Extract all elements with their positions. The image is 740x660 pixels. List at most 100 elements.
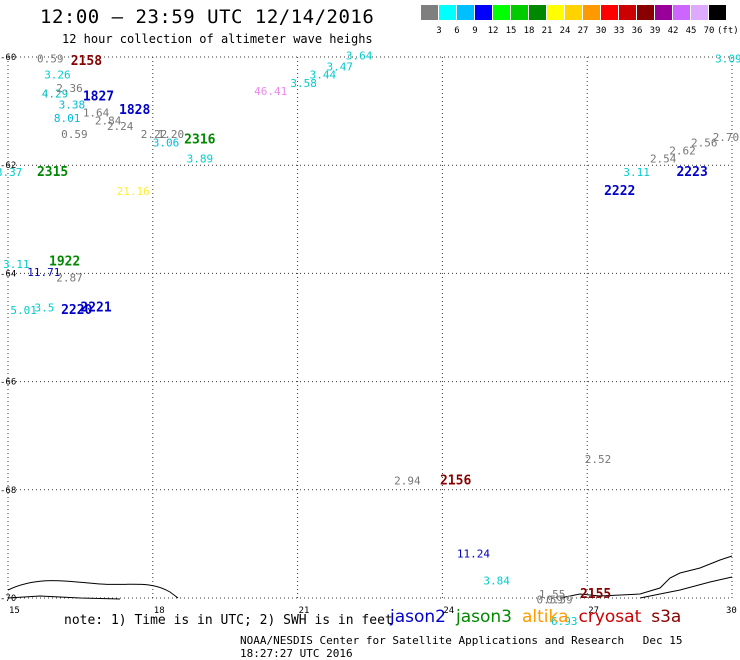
coastline-west bbox=[7, 580, 179, 599]
pass-time-label: 1828 bbox=[119, 103, 150, 118]
wave-height-label: 2.94 bbox=[394, 474, 421, 487]
wave-height-label: 8.01 bbox=[54, 112, 81, 125]
y-tick-label: -70 bbox=[0, 594, 16, 604]
wave-height-label: 3.11 bbox=[623, 166, 650, 179]
coastline-east-inner bbox=[639, 576, 733, 599]
wave-height-label: 1.55 bbox=[539, 588, 566, 601]
pass-time-label: 2316 bbox=[184, 133, 215, 148]
wave-height-label: 2.54 bbox=[650, 152, 677, 165]
satellite-legend: jason2 jason3 altika cryosat s3a bbox=[390, 607, 691, 627]
wave-height-label: 0.59 bbox=[61, 128, 88, 141]
legend-entry: jason2 bbox=[390, 607, 446, 627]
scale-label: 33 bbox=[613, 26, 625, 36]
scale-swatch bbox=[655, 5, 672, 20]
y-tick-label: -66 bbox=[0, 378, 16, 388]
scale-label: 39 bbox=[649, 26, 661, 36]
x-tick-label: 18 bbox=[154, 606, 165, 616]
legend-entry: s3a bbox=[651, 607, 682, 627]
pass-time-label: 2223 bbox=[676, 165, 707, 180]
coastline-east bbox=[559, 555, 733, 599]
scale-swatch bbox=[421, 5, 438, 20]
scale-swatch bbox=[673, 5, 690, 20]
data-labels: 0.59 3.26 4.292.36 3.388.01 1.642.842.24 0.59… bbox=[0, 50, 740, 628]
scale-swatch bbox=[565, 5, 582, 20]
scale-label: 15 bbox=[505, 26, 517, 36]
pass-time-label: 2221 bbox=[80, 300, 111, 315]
scale-label: 30 bbox=[595, 26, 607, 36]
y-tick-label: -60 bbox=[0, 53, 16, 63]
scale-swatch bbox=[511, 5, 528, 20]
legend-entry: cryosat bbox=[578, 607, 642, 627]
scale-label: 9 bbox=[472, 26, 478, 36]
scale-label: 70 bbox=[703, 26, 715, 36]
pass-time-label: 1922 bbox=[49, 254, 80, 269]
pass-time-label: 2315 bbox=[37, 165, 68, 180]
scale-swatch bbox=[439, 5, 456, 20]
grid-lines bbox=[7, 56, 733, 599]
scale-label: 24 bbox=[559, 26, 571, 36]
wave-height-label: 21.16 bbox=[117, 185, 150, 198]
scale-swatch bbox=[457, 5, 474, 20]
wave-height-label: 3.89 bbox=[187, 152, 214, 165]
pass-time-label: 2155 bbox=[580, 587, 611, 602]
scale-swatch bbox=[709, 5, 726, 20]
pass-time-label: 1827 bbox=[83, 89, 114, 104]
scale-swatch bbox=[583, 5, 600, 20]
wave-height-label: 2.62 bbox=[669, 144, 696, 157]
pass-time-label: 2222 bbox=[604, 184, 635, 199]
wave-height-label: 0.59 bbox=[537, 593, 564, 606]
legend-entry: jason3 bbox=[456, 607, 512, 627]
wave-height-label: 2.56 bbox=[691, 136, 718, 149]
page-title: 12:00 – 23:59 UTC 12/14/2016 bbox=[40, 6, 375, 28]
y-tick-label: -68 bbox=[0, 486, 16, 496]
wave-height-label: 46.41 bbox=[254, 85, 287, 98]
wave-height-label: 2.84 bbox=[95, 115, 122, 128]
scale-label: 12 bbox=[487, 26, 499, 36]
legend-entry: altika bbox=[522, 607, 569, 627]
wave-height-label: 1.64 bbox=[83, 107, 110, 120]
pass-time-label: 2158 bbox=[71, 54, 102, 69]
scale-label: 18 bbox=[523, 26, 535, 36]
scale-swatch bbox=[529, 5, 546, 20]
scale-label: 36 bbox=[631, 26, 643, 36]
scale-label: 42 bbox=[667, 26, 679, 36]
wave-height-label: 3.64 bbox=[346, 50, 373, 63]
pass-time-label: 2220 bbox=[61, 303, 92, 318]
x-tick-label: 24 bbox=[443, 606, 454, 616]
wave-height-label: 6.93 bbox=[551, 615, 578, 628]
wave-height-label: 1.20 bbox=[158, 128, 185, 141]
wave-height-label: 3.37 bbox=[0, 166, 22, 179]
coastline bbox=[7, 555, 733, 600]
x-tick-label: 15 bbox=[9, 606, 20, 616]
scale-label: 3 bbox=[436, 26, 442, 36]
y-tick-label: -64 bbox=[0, 269, 16, 279]
wave-height-label: 2.87 bbox=[56, 272, 82, 285]
wave-height-label: 2.36 bbox=[56, 82, 82, 95]
scale-label: 21 bbox=[541, 26, 553, 36]
pass-time-label: 2156 bbox=[440, 473, 471, 488]
wave-height-label: 2.70 bbox=[713, 131, 740, 144]
wave-height-label: 4.29 bbox=[42, 88, 69, 101]
scale-label: 45 bbox=[685, 26, 697, 36]
scale-swatch bbox=[601, 5, 618, 20]
scale-swatch bbox=[547, 5, 564, 20]
scale-label: 6 bbox=[454, 26, 460, 36]
wave-height-label: 3.84 bbox=[483, 574, 510, 587]
wave-height-label: 5.01 bbox=[10, 304, 37, 317]
credit-text: NOAA/NESDIS Center for Satellite Applica… bbox=[240, 634, 625, 647]
wave-height-label: 11.71 bbox=[27, 266, 60, 279]
footer-note: note: 1) Time is in UTC; 2) SWH is in fe… bbox=[64, 613, 393, 628]
wave-height-label: 3.44 bbox=[310, 69, 337, 82]
x-tick-label: 27 bbox=[588, 606, 599, 616]
scale-swatch bbox=[493, 5, 510, 20]
scale-swatch bbox=[637, 5, 654, 20]
wave-height-label: 3.26 bbox=[44, 69, 70, 82]
coastline-west-inner bbox=[7, 595, 121, 600]
x-tick-label: 30 bbox=[726, 606, 737, 616]
x-tick-label: 21 bbox=[299, 606, 310, 616]
wave-height-label: 2.22 bbox=[141, 128, 168, 141]
wave-height-label: 3.47 bbox=[327, 61, 354, 74]
wave-height-label: 3.58 bbox=[290, 77, 317, 90]
scale-label: 27 bbox=[577, 26, 589, 36]
